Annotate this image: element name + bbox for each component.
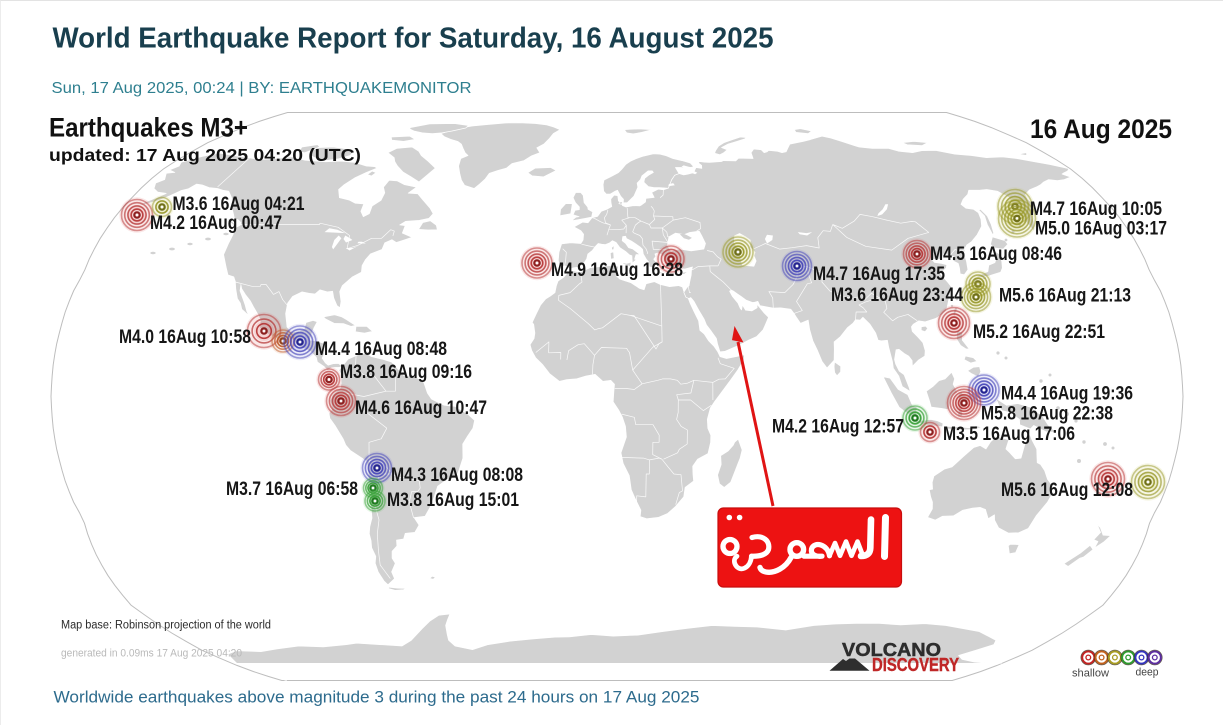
svg-text:M5.0 16Aug 03:17: M5.0 16Aug 03:17 bbox=[1035, 219, 1167, 240]
svg-text:VOLCANO: VOLCANO bbox=[842, 640, 941, 660]
svg-text:M3.8 16Aug 09:16: M3.8 16Aug 09:16 bbox=[340, 362, 472, 383]
svg-text:deep: deep bbox=[1136, 667, 1159, 679]
svg-text:M4.2 16Aug 12:57: M4.2 16Aug 12:57 bbox=[772, 417, 904, 438]
svg-text:Sun, 17 Aug 2025, 00:24 | BY: Sun, 17 Aug 2025, 00:24 | BY: EARTHQUAKE… bbox=[52, 80, 472, 97]
svg-text:updated: 17 Aug 2025 04:20 (UT: updated: 17 Aug 2025 04:20 (UTC) bbox=[49, 145, 361, 165]
svg-text:M5.2 16Aug 22:51: M5.2 16Aug 22:51 bbox=[973, 322, 1105, 343]
svg-text:M3.8 16Aug 15:01: M3.8 16Aug 15:01 bbox=[387, 490, 519, 511]
svg-text:M4.0 16Aug 10:58: M4.0 16Aug 10:58 bbox=[119, 327, 251, 348]
svg-text:M3.6 16Aug 04:21: M3.6 16Aug 04:21 bbox=[173, 194, 305, 215]
svg-text:M4.4 16Aug 19:36: M4.4 16Aug 19:36 bbox=[1001, 384, 1133, 405]
svg-text:World Earthquake Report for Sa: World Earthquake Report for Saturday, 16… bbox=[53, 23, 774, 55]
svg-text:DISCOVERY: DISCOVERY bbox=[872, 654, 960, 675]
svg-text:M5.8 16Aug 22:38: M5.8 16Aug 22:38 bbox=[981, 404, 1113, 425]
svg-text:M4.7 16Aug 17:35: M4.7 16Aug 17:35 bbox=[813, 264, 945, 285]
svg-text:Worldwide earthquakes above ma: Worldwide earthquakes above magnitude 3 … bbox=[54, 689, 700, 707]
svg-text:Map base: Robinson projection: Map base: Robinson projection of the wor… bbox=[61, 620, 271, 632]
svg-text:M5.6 16Aug 21:13: M5.6 16Aug 21:13 bbox=[999, 286, 1131, 307]
svg-text:M4.3 16Aug 08:08: M4.3 16Aug 08:08 bbox=[391, 465, 523, 486]
svg-text:generated in 0.09ms 17 Aug 202: generated in 0.09ms 17 Aug 2025 04:20 bbox=[61, 648, 242, 660]
svg-text:M4.4 16Aug 08:48: M4.4 16Aug 08:48 bbox=[315, 339, 447, 360]
svg-text:16 Aug 2025: 16 Aug 2025 bbox=[1030, 114, 1172, 144]
svg-text:Earthquakes M3+: Earthquakes M3+ bbox=[49, 113, 248, 143]
svg-text:M4.6 16Aug 10:47: M4.6 16Aug 10:47 bbox=[355, 398, 487, 419]
svg-text:M4.7 16Aug 10:05: M4.7 16Aug 10:05 bbox=[1030, 199, 1162, 220]
svg-text:shallow: shallow bbox=[1072, 668, 1109, 680]
svg-text:M3.7 16Aug 06:58: M3.7 16Aug 06:58 bbox=[226, 479, 358, 500]
svg-text:M3.5 16Aug 17:06: M3.5 16Aug 17:06 bbox=[943, 424, 1075, 445]
svg-text:M5.6 16Aug 12:08: M5.6 16Aug 12:08 bbox=[1001, 480, 1133, 501]
svg-text:M4.9 16Aug 16:28: M4.9 16Aug 16:28 bbox=[551, 260, 683, 281]
svg-text:M4.5 16Aug 08:46: M4.5 16Aug 08:46 bbox=[930, 244, 1062, 265]
svg-text:M4.2 16Aug 00:47: M4.2 16Aug 00:47 bbox=[150, 213, 282, 234]
svg-text:M3.6 16Aug 23:44: M3.6 16Aug 23:44 bbox=[831, 285, 963, 306]
